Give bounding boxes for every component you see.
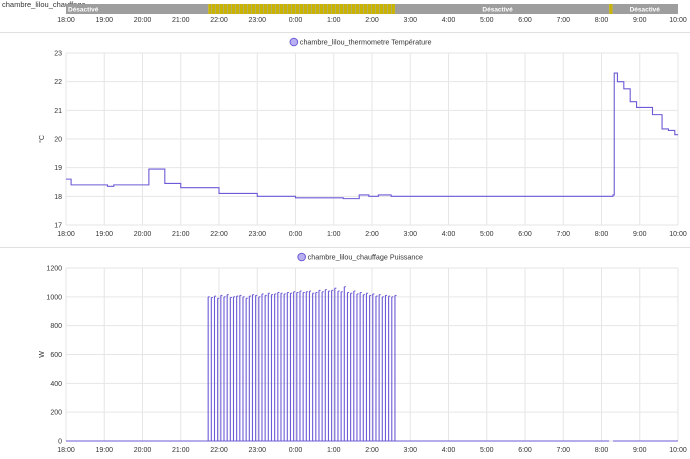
x-tick-label: 18:00: [57, 447, 75, 454]
x-tick-label: 3:00: [403, 231, 417, 238]
x-tick-label: 9:00: [633, 231, 647, 238]
timeline-segment[interactable]: [609, 4, 613, 14]
y-tick-label: 22: [54, 79, 62, 86]
y-axis-unit: W: [39, 351, 46, 358]
x-tick-label: 1:00: [327, 17, 341, 24]
x-tick-label: 3:00: [403, 17, 417, 24]
x-tick-label: 23:00: [248, 231, 266, 238]
timeline-segment[interactable]: [394, 4, 610, 14]
x-tick-label: 1:00: [327, 447, 341, 454]
x-tick-label: 22:00: [210, 447, 228, 454]
divider: [0, 247, 690, 248]
timeline-entity-label[interactable]: chambre_lilou_chauffage: [2, 0, 86, 9]
y-tick-label: 20: [54, 137, 62, 144]
x-tick-label: 22:00: [210, 231, 228, 238]
x-tick-label: 8:00: [595, 231, 609, 238]
x-tick-label: 20:00: [134, 231, 152, 238]
x-tick-label: 20:00: [134, 447, 152, 454]
x-tick-label: 10:00: [669, 17, 687, 24]
x-tick-label: 22:00: [210, 17, 228, 24]
y-tick-label: 23: [54, 51, 62, 58]
x-tick-label: 2:00: [365, 17, 379, 24]
timeline-segment[interactable]: [612, 4, 678, 14]
power-chart[interactable]: 1200 1000 800 600 400 200 018:00 19:00 20:00 21:0…: [0, 249, 690, 457]
x-tick-label: 6:00: [518, 447, 532, 454]
state-timeline[interactable]: Désactivé Désactivé Désactivé: [66, 1, 686, 14]
x-tick-label: 1:00: [327, 231, 341, 238]
x-tick-label: 23:00: [248, 17, 266, 24]
timeline-segment[interactable]: [66, 4, 209, 14]
timeline-state-label: Désactivé: [630, 7, 661, 14]
x-tick-label: 4:00: [442, 17, 456, 24]
x-tick-label: 7:00: [556, 231, 570, 238]
timeline-segment[interactable]: [208, 4, 395, 14]
x-tick-label: 2:00: [365, 447, 379, 454]
state-timeline-svg: Désactivé Désactivé Désactivé: [66, 4, 678, 14]
y-tick-label: 19: [54, 165, 62, 172]
x-tick-label: 19:00: [95, 231, 113, 238]
x-tick-label: 21:00: [172, 447, 190, 454]
y-tick-label: 21: [54, 108, 62, 115]
timeline-x-axis: 18:00 19:00 20:00 21:00 22:00 23:00 0:00 1:00 2:…: [57, 17, 687, 24]
timeline-state-label: Désactivé: [482, 7, 513, 14]
x-tick-label: 0:00: [289, 447, 303, 454]
legend-marker[interactable]: [297, 252, 306, 262]
divider: [0, 32, 690, 33]
legend-marker[interactable]: [289, 37, 299, 47]
y-tick-label: 18: [54, 194, 62, 201]
x-tick-label: 0:00: [289, 17, 303, 24]
x-tick-label: 19:00: [95, 447, 113, 454]
temperature-line[interactable]: [66, 72, 678, 200]
x-tick-label: 21:00: [172, 231, 190, 238]
x-tick-label: 6:00: [518, 231, 532, 238]
y-tick-label: 1000: [46, 294, 62, 301]
x-tick-label: 23:00: [248, 447, 266, 454]
x-tick-label: 21:00: [172, 17, 190, 24]
x-tick-label: 10:00: [669, 447, 687, 454]
x-tick-label: 5:00: [480, 17, 494, 24]
y-tick-label: 200: [50, 410, 62, 417]
x-tick-label: 9:00: [633, 17, 647, 24]
y-tick-label: 1200: [46, 266, 62, 273]
x-tick-label: 18:00: [57, 231, 75, 238]
y-axis-unit: °C: [38, 135, 46, 143]
y-tick-label: 0: [58, 439, 62, 446]
x-tick-label: 0:00: [289, 231, 303, 238]
x-tick-label: 8:00: [595, 17, 609, 24]
x-tick-label: 8:00: [595, 447, 609, 454]
legend-label[interactable]: chambre_lilou_chauffage Puissance: [308, 253, 423, 262]
y-tick-label: 600: [50, 352, 62, 359]
x-tick-label: 4:00: [442, 231, 456, 238]
x-tick-label: 19:00: [95, 17, 113, 24]
x-tick-label: 5:00: [480, 231, 494, 238]
x-tick-label: 7:00: [556, 17, 570, 24]
x-tick-label: 18:00: [57, 17, 75, 24]
x-tick-label: 3:00: [403, 447, 417, 454]
x-tick-label: 20:00: [134, 17, 152, 24]
y-tick-label: 800: [50, 323, 62, 330]
x-tick-label: 9:00: [633, 447, 647, 454]
x-tick-label: 4:00: [442, 447, 456, 454]
x-tick-label: 5:00: [480, 447, 494, 454]
x-tick-label: 7:00: [556, 447, 570, 454]
legend-label[interactable]: chambre_lilou_thermometre Température: [300, 38, 432, 47]
y-tick-label: 17: [54, 223, 62, 230]
y-tick-label: 400: [50, 381, 62, 388]
x-tick-label: 10:00: [669, 231, 687, 238]
timeline-state-label: Désactivé: [68, 7, 99, 14]
x-tick-label: 6:00: [518, 17, 532, 24]
x-tick-label: 2:00: [365, 231, 379, 238]
